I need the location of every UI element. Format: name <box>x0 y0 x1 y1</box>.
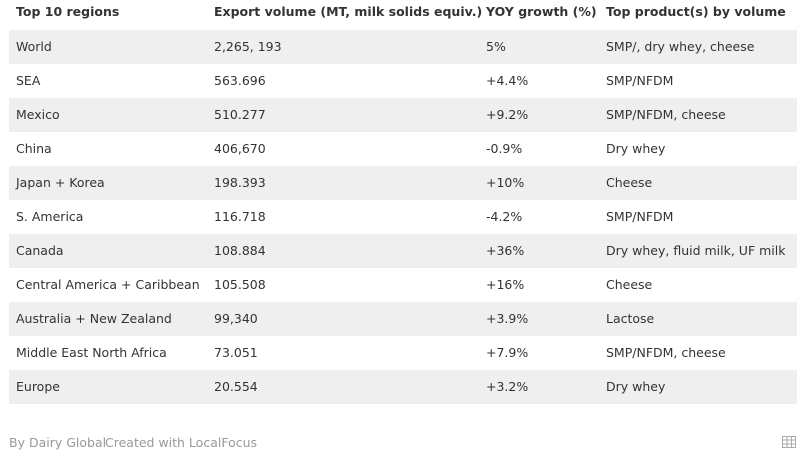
column-header: YOY growth (%) <box>486 4 597 19</box>
row-background <box>9 302 797 336</box>
table-cell: +3.9% <box>486 311 529 326</box>
table-cell: -0.9% <box>486 141 523 156</box>
table-cell: Canada <box>16 243 64 258</box>
table-cell: China <box>16 141 52 156</box>
table-cell: SMP/NFDM, cheese <box>606 107 726 122</box>
table-cell: 108.884 <box>214 243 266 258</box>
table-cell: SMP/NFDM <box>606 73 674 88</box>
table-cell: World <box>16 39 52 54</box>
row-background <box>9 30 797 64</box>
table-cell: 5% <box>486 39 506 54</box>
table-cell: +4.4% <box>486 73 529 88</box>
column-header: Export volume (MT, milk solids equiv.) <box>214 4 483 19</box>
table-cell: SEA <box>16 73 41 88</box>
table-cell: 116.718 <box>214 209 266 224</box>
table-cell: Europe <box>16 379 60 394</box>
table-cell: SMP/, dry whey, cheese <box>606 39 755 54</box>
credit[interactable]: Created with LocalFocus <box>105 435 258 450</box>
table-cell: Cheese <box>606 175 653 190</box>
row-background <box>9 166 797 200</box>
row-background <box>9 370 797 404</box>
table-cell: 105.508 <box>214 277 266 292</box>
table-cell: Mexico <box>16 107 60 122</box>
table-cell: Middle East North Africa <box>16 345 167 360</box>
table-cell: 198.393 <box>214 175 266 190</box>
table-cell: 510.277 <box>214 107 266 122</box>
table-cell: SMP/NFDM <box>606 209 674 224</box>
source: By Dairy Global <box>9 435 107 450</box>
column-header: Top 10 regions <box>16 4 120 19</box>
row-background <box>9 98 797 132</box>
table-cell: Central America + Caribbean <box>16 277 200 292</box>
table-cell: +36% <box>486 243 525 258</box>
table-cell: -4.2% <box>486 209 523 224</box>
table-cell: Dry whey <box>606 379 666 394</box>
table-cell: S. America <box>16 209 84 224</box>
table-cell: Lactose <box>606 311 655 326</box>
row-background <box>9 234 797 268</box>
table-cell: +7.9% <box>486 345 529 360</box>
table-cell: 2,265, 193 <box>214 39 282 54</box>
table-cell: SMP/NFDM, cheese <box>606 345 726 360</box>
table-cell: +3.2% <box>486 379 529 394</box>
table-cell: +10% <box>486 175 525 190</box>
table-cell: Dry whey, fluid milk, UF milk <box>606 243 786 258</box>
table-cell: 73.051 <box>214 345 258 360</box>
table-icon[interactable] <box>782 436 796 448</box>
table-cell: Dry whey <box>606 141 666 156</box>
table-cell: 563.696 <box>214 73 266 88</box>
table-cell: Cheese <box>606 277 653 292</box>
table-cell: 99,340 <box>214 311 258 326</box>
table-cell: 20.554 <box>214 379 258 394</box>
column-header: Top product(s) by volume <box>606 4 786 19</box>
table-cell: +16% <box>486 277 525 292</box>
table-cell: Australia + New Zealand <box>16 311 172 326</box>
table-cell: +9.2% <box>486 107 529 122</box>
table-cell: Japan + Korea <box>16 175 105 190</box>
table-cell: 406,670 <box>214 141 266 156</box>
